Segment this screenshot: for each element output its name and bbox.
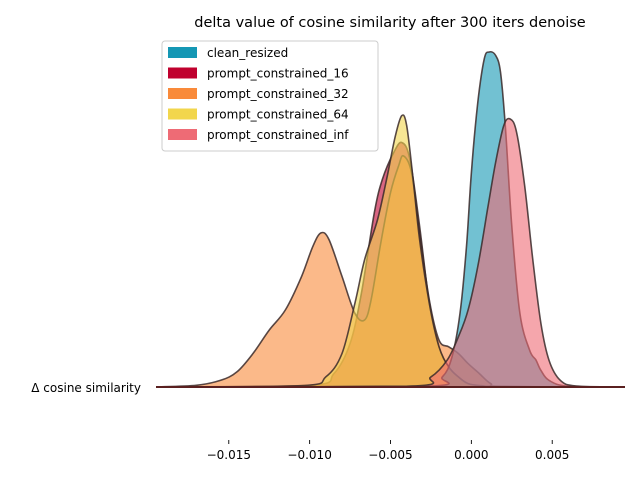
chart-title: delta value of cosine similarity after 3… (194, 15, 586, 31)
density-curves (155, 51, 626, 388)
x-tick-label: 0.000 (454, 448, 488, 462)
legend-swatch-clean-resized (168, 47, 197, 58)
legend: clean_resized prompt_constrained_16prompt… (161, 40, 379, 152)
x-tick-label: −0.005 (368, 448, 412, 462)
legend-box (161, 40, 379, 152)
density-line-prompt-constrained-inf (155, 117, 626, 388)
density-area-prompt-constrained-64 (156, 115, 625, 387)
legend-label-prompt-constrained-32: prompt_constrained_32 (207, 87, 349, 101)
legend-label-prompt-constrained-inf: prompt_constrained_inf (207, 128, 349, 142)
y-axis-label: Δ cosine similarity (31, 381, 141, 395)
x-axis: −0.015 −0.010 −0.005 0.000 0.005 (207, 440, 569, 462)
legend-label-prompt-constrained-16: prompt_constrained_16 (207, 67, 349, 81)
x-tick-label: 0.005 (535, 448, 569, 462)
x-tick-label: −0.015 (207, 448, 251, 462)
legend-label-clean-resized: clean_resized (207, 46, 288, 60)
legend-swatch-prompt-constrained-inf (168, 129, 197, 140)
density-area-prompt-constrained-inf (156, 118, 625, 387)
legend-swatch-prompt-constrained-32 (168, 88, 197, 99)
legend-swatch-prompt-constrained-64 (168, 108, 197, 120)
legend-label-prompt-constrained-64: prompt_constrained_64 (207, 108, 349, 122)
x-tick-label: −0.010 (287, 448, 331, 462)
legend-swatch-prompt-constrained-16 (168, 67, 197, 79)
